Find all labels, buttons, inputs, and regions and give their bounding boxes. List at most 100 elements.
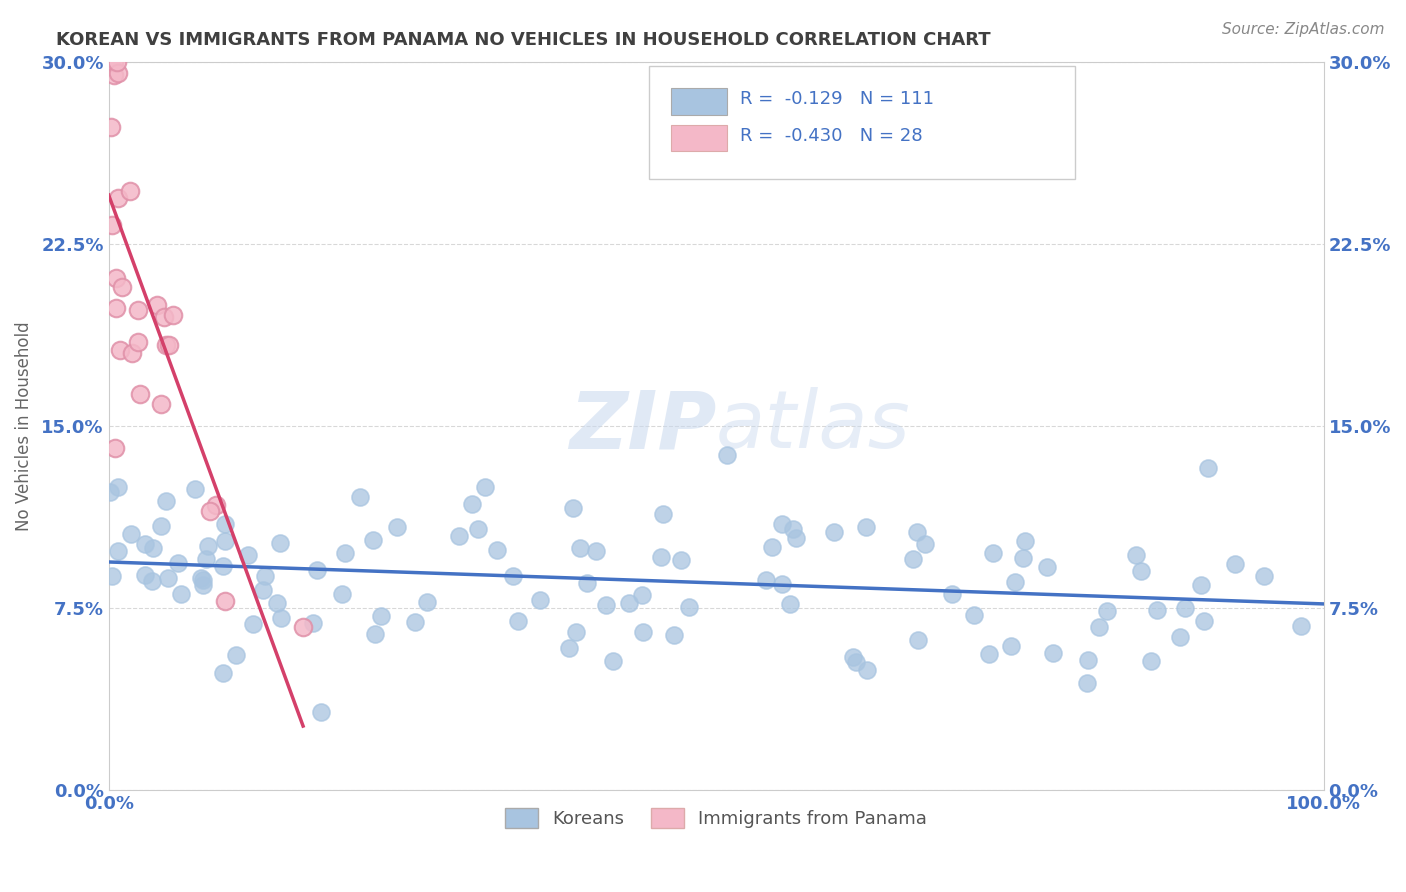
- Point: [1014, 533, 1036, 548]
- Point: [146, 298, 169, 312]
- Point: [184, 482, 207, 496]
- Point: [617, 596, 640, 610]
- Point: [1077, 653, 1099, 667]
- Text: atlas: atlas: [716, 387, 911, 465]
- Point: [101, 569, 124, 583]
- Point: [107, 66, 129, 80]
- Point: [1125, 548, 1147, 562]
- Point: [650, 550, 672, 565]
- Point: [266, 596, 288, 610]
- Point: [678, 600, 700, 615]
- Point: [1076, 676, 1098, 690]
- Point: [631, 625, 654, 640]
- Point: [142, 541, 165, 555]
- Point: [190, 571, 212, 585]
- Point: [761, 541, 783, 555]
- Point: [254, 569, 277, 583]
- Point: [782, 522, 804, 536]
- Point: [370, 608, 392, 623]
- Point: [121, 345, 143, 359]
- Point: [561, 501, 583, 516]
- Point: [98, 484, 121, 499]
- Point: [529, 593, 551, 607]
- Point: [671, 553, 693, 567]
- Point: [506, 614, 529, 628]
- Point: [309, 705, 332, 719]
- Point: [105, 55, 128, 70]
- Point: [1140, 654, 1163, 668]
- Point: [1036, 560, 1059, 574]
- Point: [127, 302, 149, 317]
- Point: [568, 541, 591, 556]
- Point: [576, 575, 599, 590]
- Point: [167, 556, 190, 570]
- Point: [914, 537, 936, 551]
- Point: [1004, 575, 1026, 590]
- Point: [111, 280, 134, 294]
- Point: [191, 573, 214, 587]
- Point: [211, 666, 233, 681]
- Point: [104, 441, 127, 455]
- Point: [981, 546, 1004, 560]
- Point: [127, 334, 149, 349]
- Point: [1173, 601, 1195, 615]
- Point: [155, 338, 177, 352]
- Point: [361, 533, 384, 547]
- Point: [404, 615, 426, 629]
- Point: [214, 594, 236, 608]
- Point: [211, 559, 233, 574]
- Point: [159, 338, 181, 352]
- Point: [238, 548, 260, 562]
- Point: [118, 185, 141, 199]
- Point: [1095, 604, 1118, 618]
- Point: [242, 616, 264, 631]
- Point: [134, 537, 156, 551]
- Text: R =  -0.129   N = 111: R = -0.129 N = 111: [741, 90, 935, 108]
- Point: [716, 448, 738, 462]
- Point: [120, 526, 142, 541]
- Point: [364, 627, 387, 641]
- Point: [269, 535, 291, 549]
- FancyBboxPatch shape: [671, 88, 727, 114]
- Point: [104, 270, 127, 285]
- Point: [214, 517, 236, 532]
- Point: [855, 519, 877, 533]
- Point: [1192, 615, 1215, 629]
- Point: [903, 551, 925, 566]
- Point: [1253, 568, 1275, 582]
- Point: [349, 490, 371, 504]
- Point: [105, 301, 128, 315]
- Point: [101, 218, 124, 232]
- Point: [755, 573, 778, 587]
- Point: [595, 598, 617, 612]
- FancyBboxPatch shape: [671, 125, 727, 151]
- Point: [156, 571, 179, 585]
- Point: [461, 497, 484, 511]
- Text: R =  -0.430   N = 28: R = -0.430 N = 28: [741, 127, 924, 145]
- Point: [907, 632, 929, 647]
- Point: [252, 583, 274, 598]
- Point: [150, 519, 173, 533]
- Point: [197, 539, 219, 553]
- Point: [416, 595, 439, 609]
- Point: [385, 520, 408, 534]
- Point: [1000, 639, 1022, 653]
- Point: [963, 608, 986, 623]
- Point: [1189, 578, 1212, 592]
- Point: [107, 191, 129, 205]
- Point: [662, 628, 685, 642]
- Point: [107, 543, 129, 558]
- Point: [194, 552, 217, 566]
- Point: [785, 531, 807, 545]
- Point: [1042, 646, 1064, 660]
- Text: ZIP: ZIP: [569, 387, 716, 465]
- Point: [502, 568, 524, 582]
- Point: [214, 534, 236, 549]
- Point: [107, 480, 129, 494]
- Point: [602, 655, 624, 669]
- Point: [585, 544, 607, 558]
- Point: [108, 343, 131, 357]
- Point: [332, 586, 354, 600]
- Point: [842, 649, 865, 664]
- Point: [1225, 557, 1247, 571]
